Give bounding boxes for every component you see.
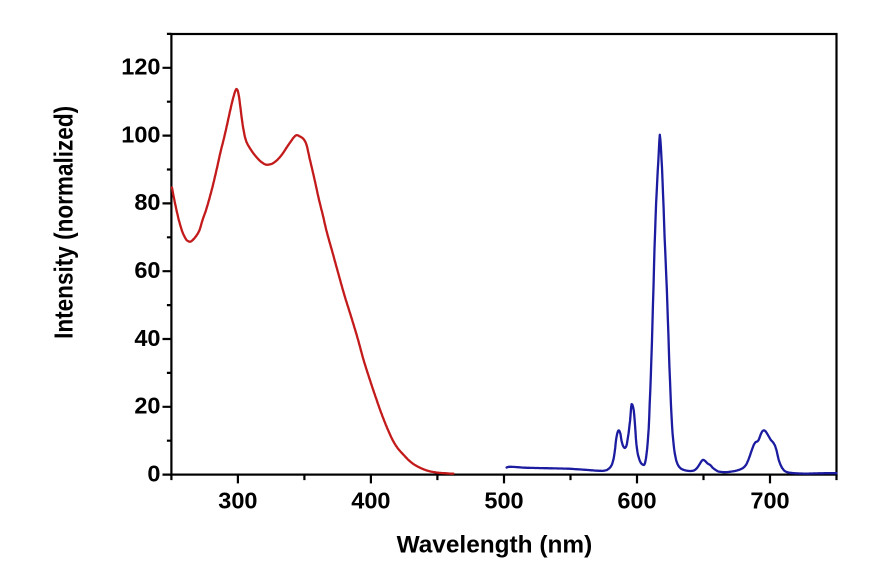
svg-text:40: 40 [134, 325, 160, 351]
svg-text:600: 600 [617, 487, 656, 513]
svg-text:400: 400 [351, 487, 390, 513]
svg-text:Wavelength (nm): Wavelength (nm) [397, 532, 593, 559]
svg-text:20: 20 [134, 393, 160, 419]
svg-text:0: 0 [147, 460, 160, 486]
svg-text:100: 100 [121, 121, 160, 147]
svg-text:300: 300 [218, 487, 257, 513]
svg-text:120: 120 [121, 54, 160, 80]
svg-text:80: 80 [134, 189, 160, 215]
svg-text:700: 700 [750, 487, 789, 513]
svg-text:500: 500 [484, 487, 523, 513]
svg-text:60: 60 [134, 257, 160, 283]
svg-text:Intensity (normalized): Intensity (normalized) [50, 106, 79, 339]
